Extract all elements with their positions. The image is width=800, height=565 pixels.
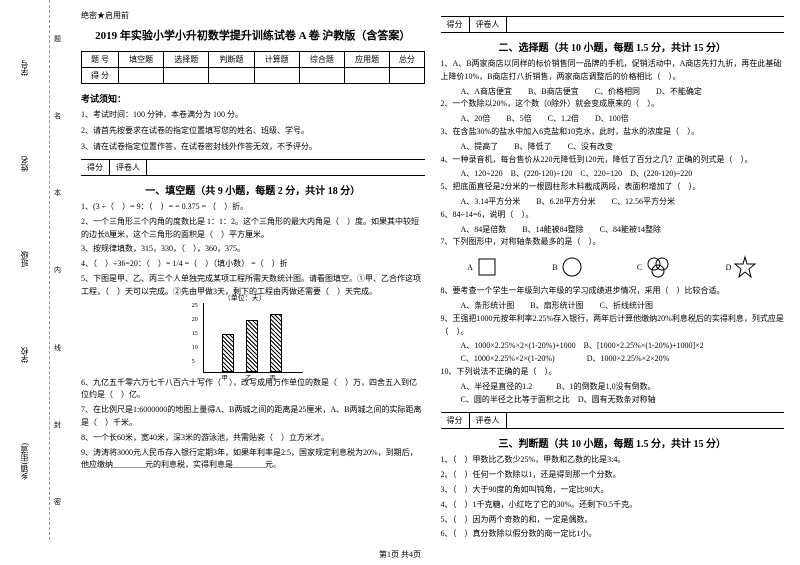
circles-icon	[644, 255, 672, 279]
q1-4: 4、（ ）÷36=20：（ ）= 1/4 =（ ）（填小数） =（ ）折	[81, 258, 425, 271]
q2-5: 5、把底面直径是2分米的一根圆柱形木料截成两段，表面积增加了（ ）。	[441, 181, 785, 194]
q2-10-opts-b: C、圆的半径之比等于面积之比 D、圆有无数条对称轴	[441, 394, 785, 407]
bar-chart: （单位：天） 25 20 15 10 5 甲 乙 丙	[203, 303, 303, 373]
bar-2	[246, 320, 258, 372]
q1-7: 7、在比例尺是1:6000000的地图上量得A、B两城之间的距离是25厘米，A、…	[81, 404, 425, 430]
shape-options: A B C D	[441, 255, 785, 279]
section-bar-2: 得分评卷人	[441, 16, 785, 33]
seal-line: 题 名 本 内 线 封 密	[50, 0, 65, 540]
square-icon	[475, 255, 499, 279]
q3-4: 4、（ ）1千克糖，小红吃了它的30%。还剩下0.5千克。	[441, 499, 785, 512]
q2-4-opts: A、120÷220 B、(220-120)÷120 C、220÷120 D、(2…	[441, 168, 785, 181]
label-name: 姓名	[19, 156, 30, 172]
binding-sidebar: 学号 姓名 班级 学校 乡镇(街道)	[0, 0, 50, 540]
q2-9-opts-a: A、1000×2.25%×2×(1-20%)+1000 B、[1000×2.25…	[441, 340, 785, 353]
shape-d: D	[726, 255, 758, 279]
chart-title: （单位：天）	[224, 293, 266, 303]
q2-1-opts: A、A商店便宜 B、B商店便宜 C、价格相同 D、不能确定	[441, 86, 785, 99]
bar-1	[222, 334, 234, 372]
q2-3: 3、在含盐30%的盐水中加入6克盐和10克水，此时，盐水的浓度是（ ）。	[441, 126, 785, 139]
label-class: 班级	[19, 251, 30, 267]
q3-2: 2、（ ）任何一个数除以1，还是得到那一个分数。	[441, 469, 785, 482]
q2-10: 10、下列说法不正确的是（ ）。	[441, 366, 785, 379]
q2-8: 8、要考查一个学生一年级到六年级的学习成绩进步情况，采用（ ）比较合适。	[441, 285, 785, 298]
notice-title: 考试须知：	[81, 92, 425, 105]
q1-8: 8、一个长60米，宽40米，深3米的游泳池，共需贴瓷（ ）立方米才。	[81, 432, 425, 445]
left-column: 绝密★启用前 2019 年实验小学小升初数学提升训练试卷 A 卷 沪教版（含答案…	[73, 10, 433, 530]
right-column: 得分评卷人 二、选择题（共 10 小题，每题 1.5 分，共计 15 分） 1、…	[433, 10, 793, 530]
q3-3: 3、（ ）大于90度的角如叫钝角，一定比90大。	[441, 484, 785, 497]
q2-9-opts-b: C、1000×2.25%×2×(1-20%) D、1000×2.25%×2×20…	[441, 353, 785, 366]
shape-a: A	[467, 255, 499, 279]
q3-5: 5、（ ）因为两个奇数的和，一定是偶数。	[441, 514, 785, 527]
section-3-title: 三、判断题（共 10 小题，每题 1.5 分，共计 15 分）	[441, 435, 785, 450]
section-bar-1: 得分评卷人	[81, 159, 425, 176]
q2-9: 9、王强把1000元按年利率2.25%存入银行，两年后计算他缴纳20%利息税后的…	[441, 313, 785, 339]
q1-6: 6、九亿五千零六万七千八百六十写作（ ），改写成用万作单位的数是（ ）万，四舍五…	[81, 377, 425, 403]
shape-c: C	[637, 255, 672, 279]
q2-8-opts: A、条形统计图 B、扇形统计图 C、折线统计图	[441, 300, 785, 313]
q2-10-opts-a: A、半径是直径的1.2 B、1的倒数是1,0没有倒数。	[441, 381, 785, 394]
circle-icon	[560, 255, 584, 279]
label-town: 乡镇(街道)	[19, 443, 30, 480]
q2-3-opts: A、提高了 B、降低了 C、没有改变	[441, 141, 785, 154]
score-table: 题 号填空题选择题判断题计算题综合题应用题总分 得 分	[81, 51, 425, 84]
shape-b: B	[552, 255, 583, 279]
q3-6: 6、（ ）真分数除以假分数的商一定比1小。	[441, 528, 785, 541]
label-school: 学校	[19, 347, 30, 363]
q1-1: 1、(3 ÷（ ）= 9：（ ）= = 0.375 = （ ）折。	[81, 201, 425, 214]
notice-2: 2、请首先按要求在试卷的指定位置填写您的姓名、班级、学号。	[81, 125, 425, 137]
page-footer: 第1页 共4页	[0, 549, 800, 560]
section-bar-3: 得分评卷人	[441, 412, 785, 429]
label-id: 学号	[19, 60, 30, 76]
bar-3	[270, 314, 282, 372]
q2-6: 6、84÷14=6，说明（ ）。	[441, 209, 785, 222]
q2-7: 7、下列图形中，对称轴条数最多的是（ ）。	[441, 236, 785, 249]
notice-1: 1、考试时间：100 分钟，本卷满分为 100 分。	[81, 109, 425, 121]
q2-2: 2、一个数除以20%，这个数（0除外）就会变成原来的（ ）。	[441, 98, 785, 111]
q3-1: 1、（ ）甲数比乙数少25%，甲数和乙数的比是3:4。	[441, 454, 785, 467]
q2-1: 1、A、B两家商店以同样的标价销售同一品牌的手机，促销活动中，A商店先打九折，再…	[441, 58, 785, 84]
section-2-title: 二、选择题（共 10 小题，每题 1.5 分，共计 15 分）	[441, 39, 785, 54]
q1-9: 9、涛涛将3000元人民币存入银行定期3年，如果年利率是2.5，国家规定利息税为…	[81, 447, 425, 473]
q2-2-opts: A、20倍 B、5倍 C、1.2倍 D、100倍	[441, 113, 785, 126]
section-1-title: 一、填空题（共 9 小题，每题 2 分，共计 18 分）	[81, 182, 425, 197]
q1-2: 2、一个三角形三个内角的度数比是 1：1：2。这个三角形的最大内角是（ ）度。如…	[81, 216, 425, 242]
notice-3: 3、请在试卷指定位置作答，在试卷密封线外作答无效，不予评分。	[81, 141, 425, 153]
main-content: 绝密★启用前 2019 年实验小学小升初数学提升训练试卷 A 卷 沪教版（含答案…	[65, 0, 800, 540]
star-icon	[733, 255, 757, 279]
q2-6-opts: A、84是倍数 B、14能被84整除 C、84能被14整除	[441, 224, 785, 237]
secret-label: 绝密★启用前	[81, 10, 425, 21]
exam-title: 2019 年实验小学小升初数学提升训练试卷 A 卷 沪教版（含答案）	[81, 27, 425, 43]
q1-3: 3、按规律填数，315，330，（ ），360，375。	[81, 243, 425, 256]
q2-4: 4、一种录音机，每台售价从220元降低到120元，降低了百分之几？正确的列式是（…	[441, 154, 785, 167]
q2-5-opts: A、3.14平方分米 B、6.28平方分米 C、12.56平方分米	[441, 196, 785, 209]
